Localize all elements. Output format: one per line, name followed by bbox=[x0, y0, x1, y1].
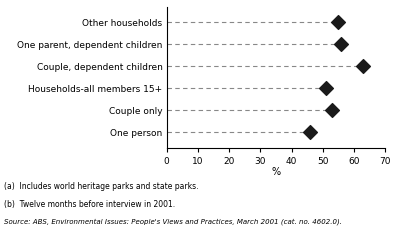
Text: Source: ABS, Environmental Issues: People's Views and Practices, March 2001 (cat: Source: ABS, Environmental Issues: Peopl… bbox=[4, 218, 342, 225]
Point bbox=[307, 130, 313, 134]
Point bbox=[360, 64, 366, 68]
Text: (a)  Includes world heritage parks and state parks.: (a) Includes world heritage parks and st… bbox=[4, 182, 198, 191]
X-axis label: %: % bbox=[272, 167, 280, 177]
Point bbox=[335, 20, 341, 24]
Point bbox=[323, 86, 329, 90]
Point bbox=[338, 42, 345, 46]
Point bbox=[329, 108, 335, 112]
Text: (b)  Twelve months before interview in 2001.: (b) Twelve months before interview in 20… bbox=[4, 200, 175, 209]
